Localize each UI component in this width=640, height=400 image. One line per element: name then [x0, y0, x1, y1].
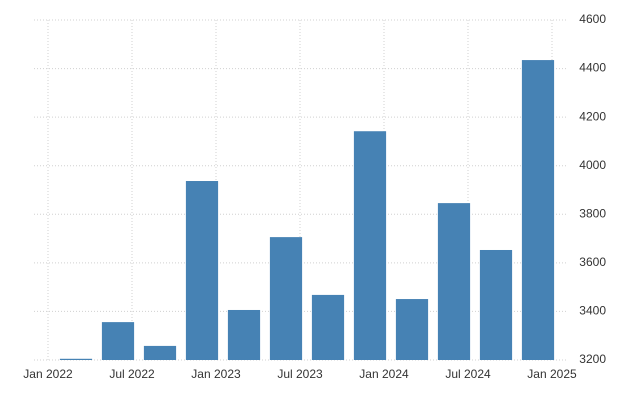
y-tick-label: 3200	[579, 352, 606, 366]
x-tick-label: Jan 2024	[359, 367, 409, 381]
bar	[227, 309, 261, 360]
x-tick-label: Jan 2023	[191, 367, 241, 381]
y-tick-label: 4000	[579, 158, 606, 172]
bar	[143, 345, 177, 360]
x-tick-label: Jul 2024	[445, 367, 491, 381]
x-tick-label: Jan 2025	[527, 367, 577, 381]
x-tick-label: Jul 2022	[109, 367, 155, 381]
bar	[311, 294, 345, 360]
y-tick-label: 4400	[579, 61, 606, 75]
bar	[353, 131, 387, 360]
x-tick-label: Jan 2022	[23, 367, 73, 381]
bar	[437, 203, 471, 360]
y-tick-label: 3400	[579, 304, 606, 318]
bar	[395, 299, 429, 360]
bar	[521, 60, 555, 360]
x-tick-label: Jul 2023	[277, 367, 323, 381]
bar	[185, 181, 219, 360]
bar	[101, 322, 135, 360]
y-tick-label: 3800	[579, 206, 606, 220]
y-tick-label: 4200	[579, 109, 606, 123]
bar	[269, 237, 303, 360]
y-tick-label: 3600	[579, 255, 606, 269]
bar	[479, 249, 513, 360]
bar	[59, 358, 93, 360]
y-tick-label: 4600	[579, 12, 606, 26]
